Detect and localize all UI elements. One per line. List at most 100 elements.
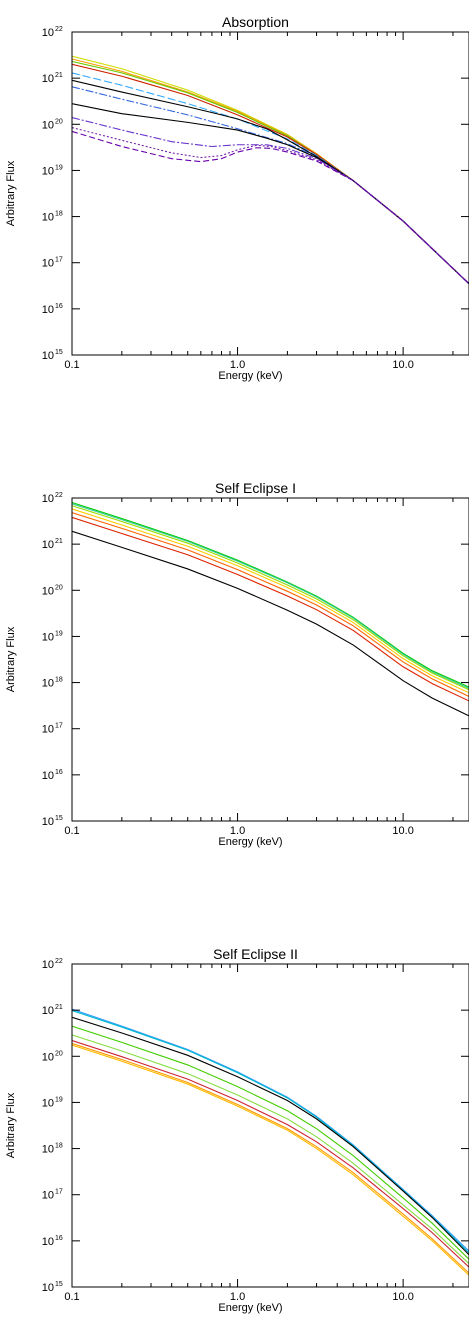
y-tick-exponent: 20 [55,584,63,591]
series-line-2 [72,1010,469,1254]
x-tick-label: 1.0 [230,825,245,837]
x-tick-label: 0.1 [64,825,79,837]
series-line-7 [72,1042,469,1274]
series-line-7 [72,530,469,717]
y-tick-exponent: 15 [55,815,63,822]
series-line-7 [72,79,469,285]
y-tick-exponent: 18 [55,1143,63,1150]
y-tick-label: 10 [42,585,54,597]
y-tick-label: 10 [42,304,54,316]
x-tick-label: 10.0 [392,1291,413,1303]
series-line-3 [72,1016,469,1256]
y-tick-exponent: 17 [55,723,63,730]
y-tick-label: 10 [42,678,54,690]
y-tick-exponent: 20 [55,118,63,125]
y-axis-label: Arbitrary Flux [5,1092,17,1158]
y-tick-label: 10 [42,119,54,131]
y-tick-exponent: 19 [55,164,63,171]
y-tick-exponent: 19 [55,630,63,637]
y-tick-exponent: 16 [55,303,63,310]
y-tick-label: 10 [42,165,54,177]
y-tick-exponent: 19 [55,1096,63,1103]
y-tick-exponent: 21 [55,538,63,545]
y-tick-exponent: 20 [55,1050,63,1057]
y-tick-exponent: 17 [55,257,63,264]
series-line-6 [72,1039,469,1268]
series-line-4 [72,63,469,285]
series-group [72,1008,469,1276]
y-tick-label: 10 [42,1051,54,1063]
series-line-10 [72,127,469,285]
y-axis-label: Arbitrary Flux [5,160,17,226]
y-tick-exponent: 18 [55,677,63,684]
y-tick-exponent: 15 [55,349,63,356]
series-line-1 [72,1008,469,1252]
y-tick-exponent: 15 [55,1281,63,1288]
y-tick-label: 10 [42,1097,54,1109]
y-tick-label: 10 [42,1236,54,1248]
y-tick-exponent: 22 [55,958,63,965]
series-line-5 [72,1034,469,1265]
y-tick-exponent: 18 [55,211,63,218]
series-group [72,501,469,717]
y-tick-label: 10 [42,631,54,643]
series-line-6 [72,516,469,702]
y-axis-label: Arbitrary Flux [5,626,17,692]
series-group [72,55,469,285]
series-line-6 [72,86,469,285]
y-tick-label: 10 [42,493,54,505]
y-tick-label: 10 [42,27,54,39]
plot-frame [71,31,469,356]
y-tick-label: 10 [42,1144,54,1156]
y-tick-exponent: 17 [55,1189,63,1196]
y-tick-label: 10 [42,212,54,224]
series-line-4 [72,508,469,694]
y-tick-exponent: 21 [55,72,63,79]
y-tick-label: 10 [42,1005,54,1017]
x-axis-label: Energy (keV) [218,1302,282,1314]
y-tick-label: 10 [42,1190,54,1202]
y-tick-exponent: 22 [55,26,63,33]
y-tick-label: 10 [42,73,54,85]
y-tick-label: 10 [42,959,54,971]
x-axis-label: Energy (keV) [218,370,282,382]
y-tick-label: 10 [42,724,54,736]
x-tick-label: 10.0 [392,825,413,837]
series-line-5 [72,512,469,697]
y-tick-exponent: 16 [55,769,63,776]
y-tick-label: 10 [42,816,54,828]
series-line-8 [72,1044,469,1276]
plot-frame [71,963,469,1288]
chart-title: Self Eclipse I [215,480,296,496]
series-line-3 [72,505,469,691]
y-tick-label: 10 [42,258,54,270]
y-tick-label: 10 [42,1282,54,1294]
series-line-1 [72,55,469,285]
y-tick-label: 10 [42,350,54,362]
series-line-2 [72,503,469,689]
series-line-4 [72,1025,469,1260]
x-tick-label: 1.0 [230,359,245,371]
series-line-2 [72,58,469,285]
series-line-5 [72,72,469,285]
y-tick-exponent: 21 [55,1004,63,1011]
y-tick-label: 10 [42,770,54,782]
series-line-1 [72,501,469,688]
series-line-11 [72,130,469,285]
y-tick-exponent: 22 [55,492,63,499]
y-tick-exponent: 16 [55,1235,63,1242]
series-line-3 [72,60,469,285]
x-axis-label: Energy (keV) [218,836,282,848]
y-tick-label: 10 [42,539,54,551]
x-tick-label: 1.0 [230,1291,245,1303]
plot-frame [71,497,469,822]
x-tick-label: 10.0 [392,359,413,371]
chart-title: Absorption [222,14,289,30]
chart-title: Self Eclipse II [213,946,298,962]
x-tick-label: 0.1 [64,359,79,371]
x-tick-label: 0.1 [64,1291,79,1303]
